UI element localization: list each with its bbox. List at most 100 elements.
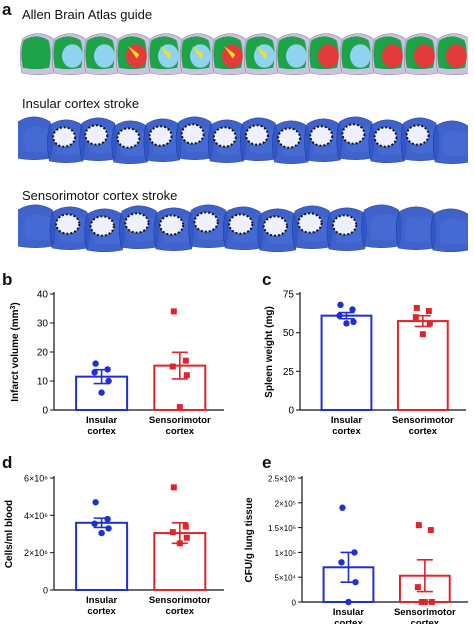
- lesion-outline: [148, 125, 173, 147]
- lesion-outline: [89, 215, 115, 237]
- sensorimotor-stroke-section-strip: [18, 204, 468, 252]
- y-tick-label: 20: [37, 348, 49, 359]
- atlas-insular-region: [224, 46, 236, 59]
- x-category-label: cortex: [411, 618, 440, 624]
- data-point-sensorimotor: [170, 308, 177, 315]
- atlas-subcortical-region: [382, 44, 403, 68]
- x-category-label: Insular: [333, 607, 364, 618]
- atlas-section: [147, 33, 185, 75]
- stained-section: [222, 206, 264, 251]
- data-point-insular: [104, 366, 111, 373]
- data-point-sensorimotor: [419, 331, 426, 338]
- y-tick-label: 2×10⁶: [24, 548, 48, 558]
- y-tick-label: 1×10⁵: [275, 549, 296, 558]
- data-point-sensorimotor: [425, 308, 432, 315]
- data-point-sensorimotor: [169, 529, 176, 536]
- panel-letter-d: d: [2, 453, 13, 472]
- lesion-outline: [405, 124, 430, 146]
- y-tick-label: 10: [37, 377, 49, 388]
- atlas-insular-region: [256, 46, 268, 59]
- lesion-outline: [55, 213, 81, 235]
- atlas-insular-region: [192, 46, 204, 59]
- y-tick-label: 5×10⁴: [275, 574, 297, 583]
- x-category-label: Insular: [86, 595, 117, 606]
- lesion-outline: [52, 126, 77, 148]
- atlas-section: [339, 33, 377, 75]
- lesion-outline: [373, 126, 398, 148]
- stained-section: [336, 116, 375, 161]
- data-point-sensorimotor: [182, 357, 189, 364]
- stained-section: [207, 119, 246, 164]
- panel-letter-b: b: [2, 270, 13, 289]
- data-point-sensorimotor: [169, 363, 176, 370]
- data-point-insular: [105, 525, 112, 532]
- stained-section: [395, 206, 437, 251]
- y-tick-label: 6×10⁶: [24, 474, 48, 484]
- data-point-insular: [92, 499, 99, 506]
- data-point-sensorimotor: [415, 522, 422, 529]
- lesion-outline: [228, 213, 254, 235]
- lesion-outline: [309, 125, 334, 147]
- atlas-section: [20, 33, 57, 75]
- lesion-outline: [116, 127, 141, 149]
- data-point-insular: [351, 549, 358, 556]
- y-tick-label: 25: [283, 367, 295, 378]
- stained-section: [188, 204, 229, 249]
- atlas-section: [83, 33, 121, 75]
- y-tick-label: 2.5×10⁵: [268, 475, 296, 484]
- panel-letter-c: c: [262, 270, 272, 289]
- atlas-insular-region: [128, 46, 140, 59]
- stained-section-texture: [24, 214, 53, 241]
- data-point-insular: [337, 301, 344, 309]
- stained-section: [257, 208, 298, 252]
- lesion-outline: [297, 212, 323, 234]
- data-point-insular: [105, 377, 112, 385]
- data-point-insular: [98, 389, 105, 396]
- x-category-label: cortex: [87, 426, 116, 437]
- sensorimotor-row-label: Sensorimotor cortex stroke: [22, 188, 178, 203]
- atlas-section: [371, 33, 409, 75]
- data-point-insular: [352, 578, 359, 586]
- lesion-outline: [158, 214, 185, 236]
- data-point-insular: [338, 559, 345, 566]
- stained-section-texture: [439, 218, 468, 245]
- atlas-section: [275, 33, 313, 75]
- atlas-subcortical-region: [286, 44, 307, 68]
- lesion-outline: [262, 215, 288, 237]
- data-point-sensorimotor: [414, 584, 421, 591]
- atlas-subcortical-region: [94, 44, 115, 68]
- x-category-label: Insular: [86, 415, 117, 426]
- atlas-section: [179, 33, 217, 75]
- atlas-section: [211, 33, 249, 75]
- x-category-label: cortex: [334, 618, 363, 624]
- atlas-cortex-region: [21, 36, 51, 70]
- stained-section-texture: [405, 216, 433, 243]
- stained-section: [326, 207, 367, 252]
- data-point-sensorimotor: [183, 534, 190, 541]
- stained-section: [430, 208, 468, 252]
- x-category-label: cortex: [87, 606, 116, 617]
- atlas-section: [115, 33, 153, 75]
- stained-section: [361, 204, 402, 249]
- stained-section: [18, 204, 56, 249]
- data-point-insular: [343, 320, 350, 327]
- data-point-insular: [104, 515, 111, 523]
- atlas-section: [243, 33, 281, 75]
- lesion-outline: [341, 123, 366, 145]
- x-category-label: Sensorimotor: [394, 607, 456, 618]
- y-tick-label: 40: [37, 290, 49, 301]
- stained-section: [79, 117, 118, 162]
- data-point-insular: [345, 598, 352, 606]
- data-point-insular: [91, 520, 98, 527]
- atlas-section-strip: [20, 33, 468, 75]
- lesion-outline: [277, 127, 302, 149]
- stained-section: [240, 117, 279, 162]
- data-point-insular: [336, 312, 343, 319]
- data-point-insular: [349, 306, 356, 313]
- data-point-insular: [350, 318, 357, 326]
- stained-section: [143, 118, 182, 163]
- data-point-sensorimotor: [418, 599, 425, 605]
- lesion-outline: [332, 214, 358, 236]
- insular-stroke-section-strip: [18, 116, 468, 165]
